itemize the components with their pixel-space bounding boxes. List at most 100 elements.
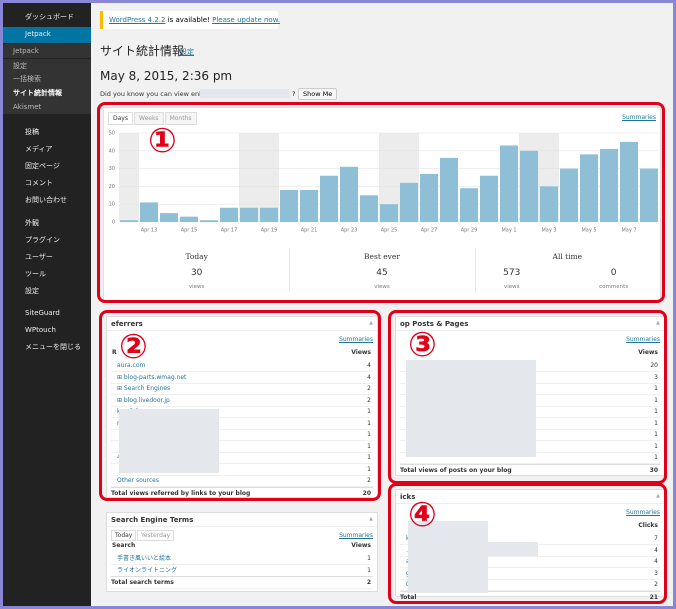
tab[interactable]: Days (108, 112, 133, 125)
version-link[interactable]: WordPress 4.2.2 (109, 16, 166, 24)
bar (380, 204, 398, 222)
menu-item[interactable]: 投稿 (25, 128, 39, 136)
bar (360, 195, 378, 222)
row-label[interactable]: 4 (111, 454, 121, 461)
menu-item[interactable]: 設定 (3, 59, 91, 73)
summaries-link[interactable]: Summaries (622, 114, 656, 121)
bar (580, 154, 598, 222)
divider (474, 248, 476, 292)
tab[interactable]: Weeks (133, 112, 164, 125)
settings-link[interactable]: 設定 (180, 48, 194, 56)
bar (640, 168, 658, 222)
annotation: ① (148, 121, 177, 161)
y-tick-label: 20 (109, 184, 115, 190)
row-value: 3 (654, 373, 658, 381)
x-tick-label: May 1 (501, 228, 516, 234)
row-value: 20 (362, 489, 371, 497)
menu-item[interactable]: SiteGuard (25, 309, 60, 317)
row-value: 2 (366, 579, 371, 586)
row-value: 4 (367, 373, 371, 381)
menu-item[interactable]: お問い合わせ (25, 196, 67, 204)
x-tick-label: May 5 (581, 228, 596, 234)
highlight (388, 483, 667, 604)
row-value: 21 (649, 593, 658, 601)
table-row: Total search terms 2 (111, 576, 373, 589)
table-row: 41 (111, 452, 373, 464)
menu-item[interactable]: Akismet (3, 100, 91, 114)
tab[interactable]: Today (111, 530, 137, 541)
menu-item[interactable]: 設定 (25, 287, 39, 295)
chart: 0 10 20 30 40 50 Apr 13 Apr 15 Apr 17 Apr 19 Apr 2… (109, 131, 659, 234)
y-tick-label: 10 (109, 202, 115, 208)
row-value: 4 (654, 546, 658, 554)
col-header: R (112, 349, 117, 356)
menu-item[interactable]: Jetpack (3, 27, 91, 43)
row-value: 1 (654, 419, 658, 427)
row-value: 1 (654, 385, 658, 392)
row-label[interactable]: ⊞ blog-parts.wmag.net (117, 373, 187, 381)
blurred (200, 89, 290, 98)
row-value: 2 (367, 385, 371, 392)
highlight (99, 310, 381, 501)
y-tick-label: 30 (109, 166, 115, 172)
menu-item[interactable]: メニューを閉じる (25, 343, 81, 351)
menu-item[interactable]: ツール (25, 270, 46, 278)
summary-unit: comments (599, 284, 629, 290)
row-value: 1 (367, 555, 371, 562)
row-label[interactable]: ライオンライトニング (117, 566, 178, 574)
menu-item[interactable]: ダッシュボード (25, 13, 74, 21)
row-value: 1 (367, 419, 371, 427)
row-label[interactable]: ⊞ blog.livedoor.jp (117, 396, 170, 404)
panel-toggle: ▲ (656, 320, 660, 326)
weekend-band (119, 133, 139, 222)
panel-title: eferrers (111, 320, 143, 328)
row-label[interactable]: 手書き風いいと絵本 (117, 555, 172, 562)
summaries-link[interactable]: Summaries (339, 532, 373, 539)
menu-item[interactable]: 固定ページ (25, 162, 60, 170)
summaries-link[interactable]: Summaries (339, 336, 373, 343)
menu-item[interactable]: コメント (25, 179, 53, 187)
stats-panel: Days Weeks Months Summaries 0 10 20 30 40 50 Apr… (103, 107, 661, 301)
row-value: 1 (654, 408, 658, 415)
menu-item[interactable]: プラグイン (25, 236, 60, 244)
row-value: 1 (654, 442, 658, 450)
row-value: 1 (367, 454, 371, 461)
table-row: ⊞ Search Engines 2 (111, 383, 373, 395)
menu-item[interactable]: 一括検索 (3, 72, 91, 86)
rule (396, 330, 664, 331)
summaries-link[interactable]: Summaries (626, 336, 660, 343)
referrers-panel: eferrers ▲ Summaries R Views aura.com 4 ⊞ blog-… (106, 316, 378, 500)
menu-item[interactable]: Jetpack (3, 44, 91, 58)
row-label[interactable]: aura.com (117, 362, 146, 369)
summary-unit: views (374, 284, 390, 290)
row-value: 2 (367, 477, 371, 484)
menu-item[interactable]: メディア (25, 145, 53, 153)
tab[interactable]: Months (164, 112, 197, 125)
row-label[interactable]: ⊞ Search Engines (117, 385, 171, 392)
row-value: 1 (367, 431, 371, 438)
menu-item[interactable]: 外観 (25, 219, 39, 227)
row-value: 1 (367, 465, 371, 473)
bar (600, 149, 618, 222)
panel-toggle: ▲ (369, 320, 373, 326)
menu-item[interactable]: WPtouch (25, 326, 56, 334)
summaries-link[interactable]: Summaries (626, 509, 660, 516)
menu-item[interactable]: サイト統計情報 (3, 86, 91, 100)
menu-item[interactable]: ユーザー (25, 253, 53, 261)
bar (160, 213, 178, 222)
summary-value: 573 (503, 268, 521, 278)
tip-end: ? (292, 90, 296, 98)
notice-text: is available! (167, 16, 210, 24)
tip: Did you know you can view enh (100, 90, 204, 98)
bar (180, 216, 198, 222)
bar (440, 157, 458, 222)
row-value: 30 (649, 466, 658, 474)
bar (540, 186, 558, 222)
row-label[interactable]: Other sources (117, 477, 159, 484)
row-value: 20 (650, 362, 658, 369)
show-me-button[interactable]: Show Me (298, 88, 338, 100)
blurred (119, 409, 219, 473)
update-link[interactable]: Please update now. (212, 16, 280, 24)
tab[interactable]: Yesterday (137, 530, 175, 541)
